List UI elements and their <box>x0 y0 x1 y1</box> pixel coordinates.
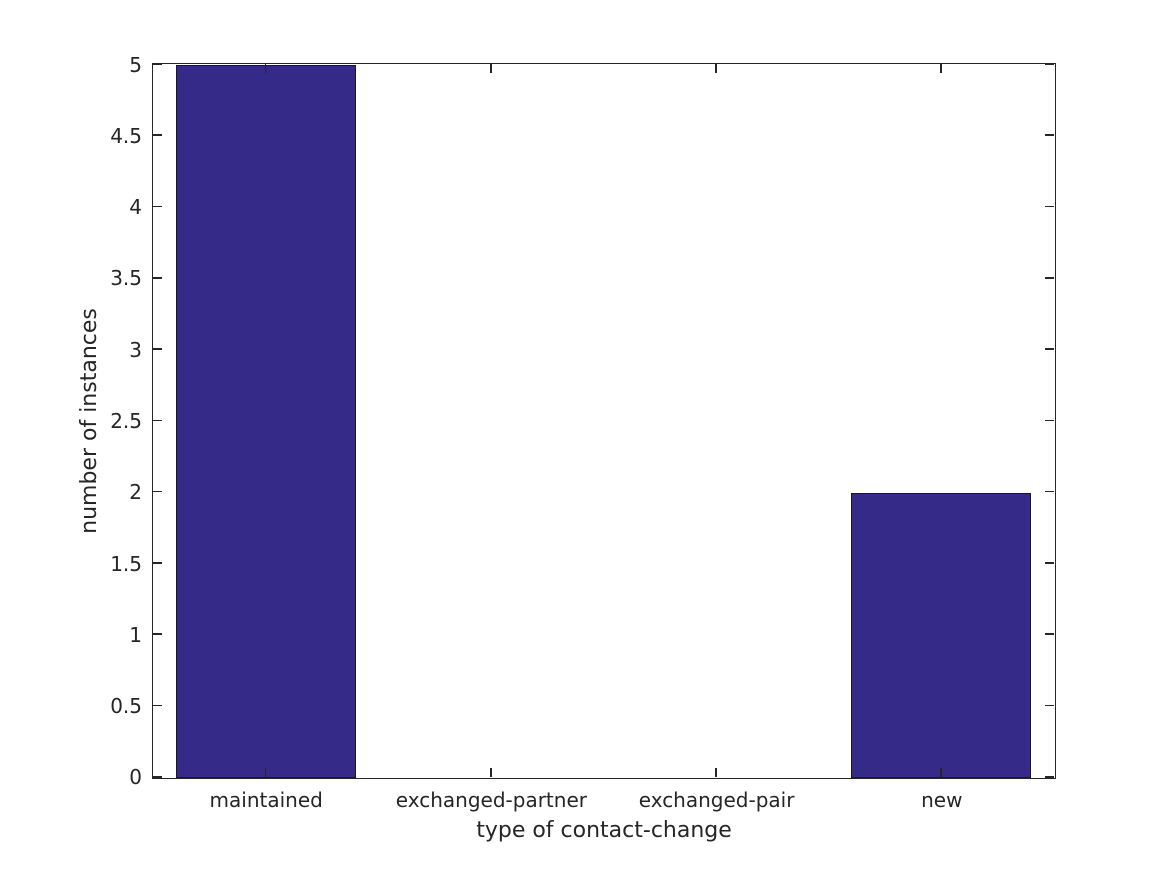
y-tick-right <box>1044 134 1054 137</box>
y-tick-right <box>1044 63 1054 65</box>
y-tick-left <box>153 277 162 279</box>
x-tick-label-maintained: maintained <box>209 788 323 812</box>
y-tick-right <box>1044 704 1054 707</box>
y-tick-right <box>1044 562 1054 564</box>
x-axis-label: type of contact-change <box>476 818 732 843</box>
y-tick-label: 0.5 <box>110 694 142 719</box>
x-tick-label-exchanged-partner: exchanged-partner <box>395 788 587 812</box>
x-tick-top <box>940 64 942 73</box>
x-tick-bottom <box>715 767 717 777</box>
y-tick-right <box>1044 348 1054 350</box>
x-tick-label-exchanged-pair: exchanged-pair <box>638 788 795 812</box>
y-tick-left <box>153 490 162 493</box>
x-tick-top <box>715 64 717 73</box>
plot-area <box>152 63 1056 779</box>
y-tick-left <box>153 134 162 137</box>
y-tick-label: 1.5 <box>110 551 142 576</box>
x-tick-bottom <box>490 767 492 777</box>
y-tick-left <box>153 776 162 778</box>
y-tick-left <box>153 205 162 208</box>
y-tick-left <box>153 63 162 65</box>
x-tick-bottom <box>940 767 942 777</box>
y-tick-label: 2.5 <box>110 409 142 433</box>
y-tick-label: 4 <box>129 195 142 220</box>
bar-maintained <box>175 65 356 778</box>
y-tick-label: 0 <box>129 765 142 790</box>
y-tick-right <box>1044 277 1054 279</box>
y-tick-right <box>1044 490 1054 493</box>
x-tick-label-new: new <box>921 788 963 812</box>
x-tick-bottom <box>264 767 267 777</box>
y-tick-label: 4.5 <box>110 123 142 148</box>
y-tick-label: 3 <box>129 337 142 362</box>
y-tick-left <box>153 704 162 707</box>
y-tick-label: 1 <box>129 622 142 647</box>
y-tick-left <box>153 633 162 636</box>
y-tick-right <box>1044 205 1054 208</box>
bar-new <box>851 492 1032 778</box>
y-tick-label: 5 <box>129 52 142 77</box>
y-tick-label: 3.5 <box>110 266 142 291</box>
y-tick-right <box>1044 776 1054 778</box>
y-tick-right <box>1044 633 1054 636</box>
y-tick-label: 2 <box>129 480 142 505</box>
y-tick-left <box>153 562 162 564</box>
x-tick-top <box>490 64 492 73</box>
y-tick-left <box>153 419 162 422</box>
y-tick-right <box>1044 419 1054 422</box>
y-tick-left <box>153 348 162 350</box>
x-tick-top <box>264 64 267 73</box>
